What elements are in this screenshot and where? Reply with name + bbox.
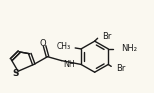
Text: Br: Br — [103, 32, 112, 41]
Text: NH: NH — [63, 60, 75, 69]
Text: Br: Br — [116, 64, 126, 73]
Text: NH₂: NH₂ — [121, 44, 137, 53]
Text: CH₃: CH₃ — [56, 43, 70, 52]
Text: S: S — [13, 69, 19, 78]
Text: O: O — [39, 39, 46, 48]
